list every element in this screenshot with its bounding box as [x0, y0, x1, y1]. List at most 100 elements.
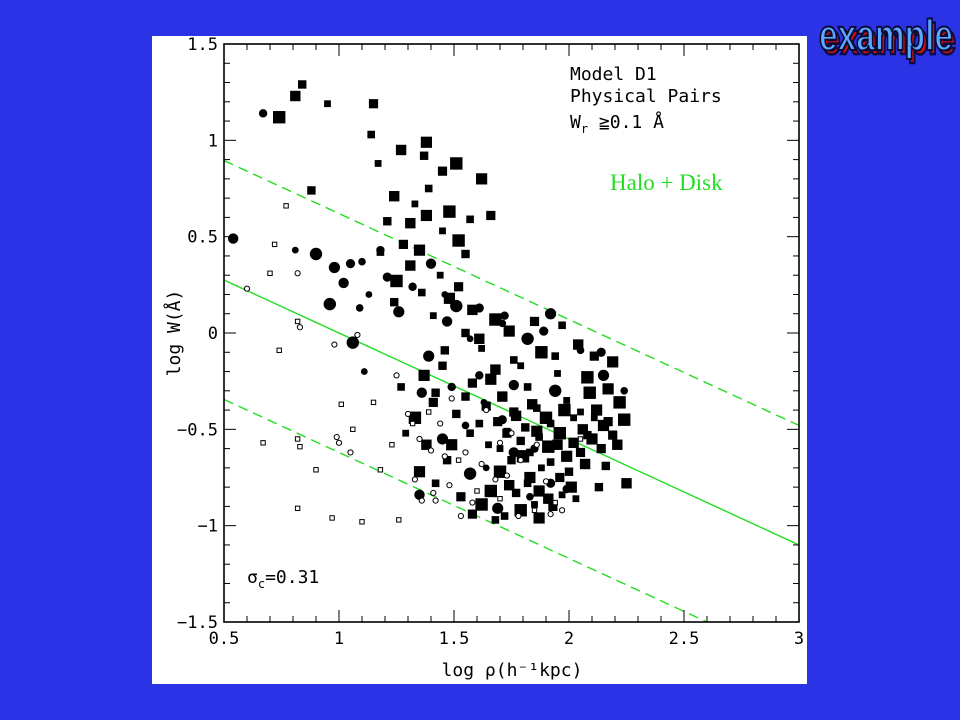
data-point-circle: [355, 304, 364, 312]
data-point-square: [511, 488, 521, 498]
data-point-square: [523, 479, 532, 488]
data-point-square: [467, 304, 478, 316]
data-point-square: [539, 411, 553, 424]
data-point-square: [579, 458, 591, 470]
data-point-open-circle: [469, 499, 476, 506]
data-point-square: [533, 512, 545, 524]
data-point-open-square: [389, 442, 395, 448]
data-point-square: [429, 312, 437, 320]
data-point-open-circle: [517, 457, 524, 464]
data-point-square: [543, 493, 554, 504]
data-point-square: [507, 455, 516, 465]
data-point-square: [529, 316, 540, 327]
data-point-square: [452, 409, 461, 419]
data-point-square: [290, 90, 301, 102]
annotation-threshold: Wr ≧0.1 Å: [570, 111, 664, 136]
data-point-square: [466, 429, 474, 437]
data-point-circle: [436, 433, 449, 445]
data-point-square: [575, 447, 586, 458]
halo-disk-label: Halo + Disk: [610, 170, 723, 195]
data-point-circle: [545, 308, 557, 320]
data-point-square: [554, 370, 561, 377]
data-point-open-square: [313, 467, 319, 473]
data-point-square: [467, 378, 477, 388]
data-point-square: [596, 444, 606, 454]
data-point-square: [577, 424, 588, 435]
slide-title-text: example: [819, 11, 953, 60]
y-tick-label: 1.5: [187, 36, 218, 55]
data-point-square: [405, 217, 416, 229]
data-point-open-circle: [559, 507, 566, 514]
data-point-open-circle: [418, 497, 425, 504]
data-point-square: [420, 136, 432, 148]
data-point-square: [411, 200, 419, 208]
data-point-square: [436, 271, 444, 279]
data-point-circle: [620, 387, 628, 395]
data-point-open-circle: [427, 447, 435, 454]
x-axis-label: log ρ(h⁻¹kpc): [442, 660, 583, 681]
lower-bound-line: [223, 398, 708, 623]
data-point-square: [591, 404, 603, 416]
upper-bound-line: [223, 159, 800, 427]
data-point-square: [475, 419, 484, 428]
data-point-square: [461, 328, 470, 338]
data-point-square: [383, 217, 392, 226]
data-point-circle: [382, 272, 392, 282]
data-point-circle: [474, 303, 484, 313]
data-point-square: [558, 321, 566, 330]
data-point-square: [555, 472, 565, 483]
data-point-open-square: [396, 517, 402, 523]
data-point-circle: [425, 258, 437, 269]
data-point-open-square: [426, 409, 432, 415]
data-point-square: [397, 383, 405, 391]
data-point-square: [485, 441, 492, 449]
data-point-square: [484, 484, 497, 498]
data-point-open-circle: [533, 441, 540, 448]
data-point-open-circle: [441, 453, 448, 460]
data-point-square: [542, 440, 555, 453]
y-tick-label: 1: [208, 131, 218, 151]
data-point-circle: [450, 299, 463, 313]
data-point-square: [531, 425, 543, 437]
data-point-square: [572, 495, 580, 503]
data-point-circle: [596, 347, 606, 357]
axis-ticks: [223, 43, 800, 623]
data-point-open-circle: [542, 478, 550, 485]
data-point-square: [481, 401, 491, 411]
data-point-open-square: [474, 488, 480, 494]
data-point-open-square: [338, 401, 345, 407]
data-point-circle: [414, 489, 425, 501]
data-point-circle: [258, 109, 268, 118]
data-point-square: [461, 249, 470, 259]
data-point-open-circle: [462, 449, 469, 456]
data-point-circle: [526, 492, 534, 501]
data-point-open-circle: [503, 472, 510, 479]
data-point-open-circle: [243, 285, 251, 292]
data-point-square: [517, 362, 525, 370]
data-point-square: [568, 437, 579, 449]
data-point-square: [527, 399, 538, 410]
data-point-square: [583, 386, 596, 399]
data-point-square: [612, 439, 623, 450]
data-point-square: [561, 450, 573, 462]
data-point-square: [475, 498, 488, 511]
data-point-square: [504, 480, 515, 491]
data-point-square: [456, 492, 466, 502]
data-point-circle: [597, 369, 610, 381]
data-point-circle: [463, 467, 477, 480]
data-point-circle: [441, 291, 449, 298]
data-point-square: [474, 333, 485, 344]
data-point-square: [485, 373, 497, 385]
data-point-circle: [521, 332, 534, 345]
data-point-square: [367, 130, 375, 139]
x-tick-label: 2: [564, 629, 574, 649]
data-point-circle: [500, 311, 509, 320]
data-point-square: [496, 445, 504, 452]
data-point-square: [478, 345, 485, 352]
slide-title-example: example example: [818, 10, 957, 65]
data-point-open-square: [359, 519, 365, 525]
data-point-open-square: [283, 203, 289, 209]
data-point-open-circle: [496, 439, 504, 446]
data-point-open-square: [377, 467, 384, 473]
data-point-square: [390, 274, 403, 288]
